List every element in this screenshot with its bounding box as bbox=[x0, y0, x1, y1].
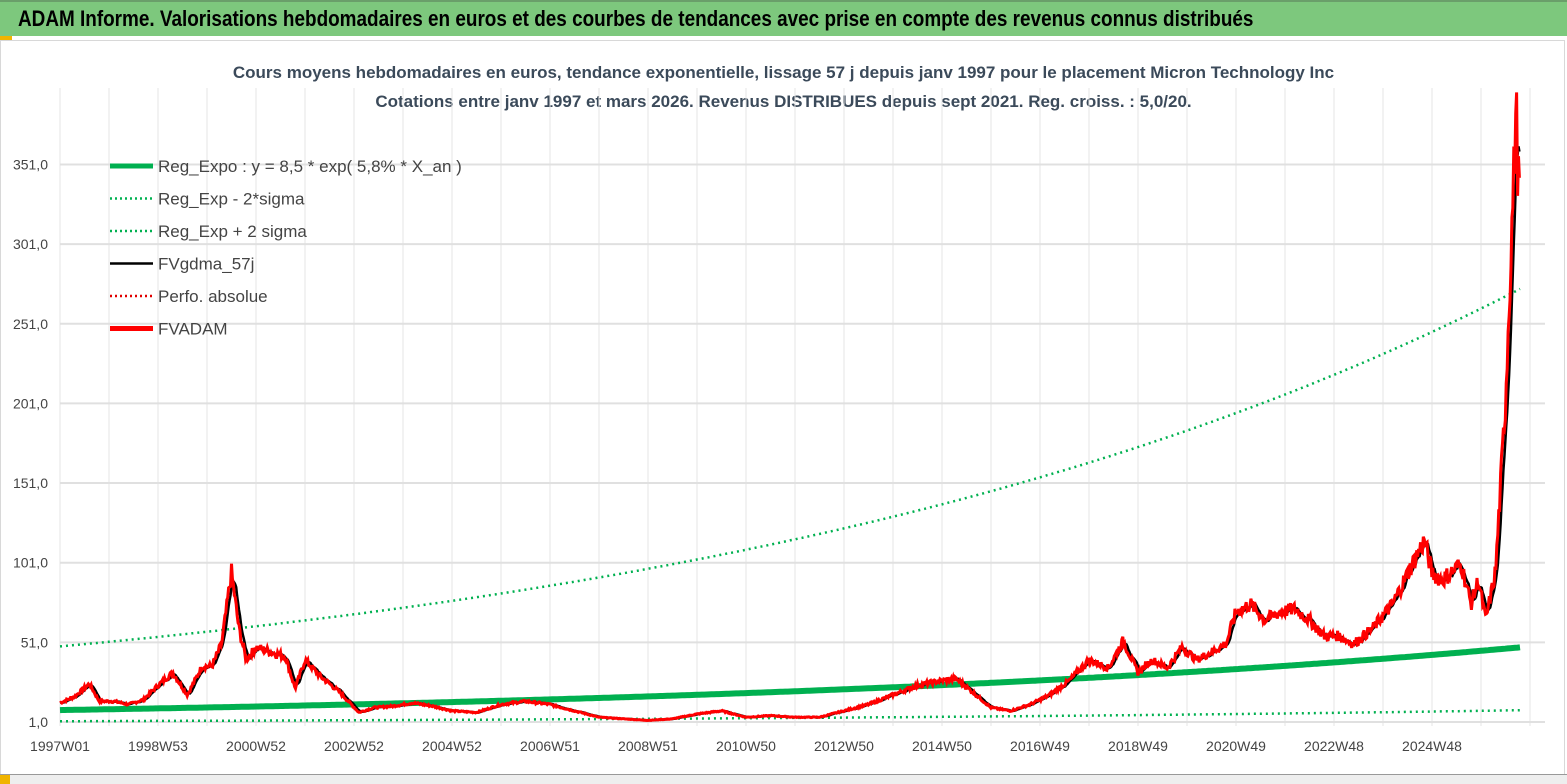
legend-label: Perfo. absolue bbox=[158, 287, 268, 306]
y-tick-label: 201,0 bbox=[13, 395, 48, 411]
chart-title: Cours moyens hebdomadaires en euros, ten… bbox=[232, 63, 1335, 82]
x-tick-label: 2000W52 bbox=[226, 738, 286, 754]
legend: Reg_Expo : y = 8,5 * exp( 5,8% * X_an ) R… bbox=[110, 157, 462, 339]
x-tick-label: 2004W52 bbox=[422, 738, 482, 754]
legend-label: FVADAM bbox=[158, 320, 228, 339]
x-tick-label: 2020W49 bbox=[1206, 738, 1266, 754]
y-tick-label: 301,0 bbox=[13, 236, 48, 252]
series-reg-exp-plus-2sigma bbox=[59, 287, 1521, 648]
sheet-scrollbar[interactable] bbox=[0, 774, 1567, 784]
y-tick-label: 101,0 bbox=[13, 555, 48, 571]
x-tick-label: 1998W53 bbox=[128, 738, 188, 754]
x-tick-label: 2002W52 bbox=[324, 738, 384, 754]
series-reg-expo bbox=[59, 644, 1521, 714]
y-tick-label: 251,0 bbox=[13, 316, 48, 332]
report-title: ADAM Informe. Valorisations hebdomadaire… bbox=[18, 6, 1254, 31]
y-tick-label: 351,0 bbox=[13, 156, 48, 172]
x-tick-label: 2012W50 bbox=[814, 738, 874, 754]
legend-label: Reg_Exp - 2*sigma bbox=[158, 190, 305, 209]
series-fvadam bbox=[59, 92, 1521, 723]
y-tick-label: 151,0 bbox=[13, 475, 48, 491]
chart-subtitle: Cotations entre janv 1997 et mars 2026. … bbox=[375, 92, 1192, 111]
x-tick-label: 1997W01 bbox=[30, 738, 90, 754]
x-tick-label: 2010W50 bbox=[716, 738, 776, 754]
x-tick-label: 2016W49 bbox=[1010, 738, 1070, 754]
x-tick-label: 2022W48 bbox=[1304, 738, 1364, 754]
x-tick-label: 2006W51 bbox=[520, 738, 580, 754]
legend-label: Reg_Expo : y = 8,5 * exp( 5,8% * X_an ) bbox=[158, 157, 462, 176]
legend-label: Reg_Exp + 2 sigma bbox=[158, 222, 307, 241]
report-header: ADAM Informe. Valorisations hebdomadaire… bbox=[0, 0, 1567, 36]
x-tick-label: 2008W51 bbox=[618, 738, 678, 754]
x-tick-label: 2024W48 bbox=[1402, 738, 1462, 754]
legend-label: FVgdma_57j bbox=[158, 255, 254, 274]
x-tick-label: 2014W50 bbox=[912, 738, 972, 754]
x-tick-label: 2018W49 bbox=[1108, 738, 1168, 754]
y-tick-label: 51,0 bbox=[21, 634, 48, 650]
y-tick-label: 1,0 bbox=[29, 714, 49, 730]
cell-marker bbox=[0, 36, 12, 41]
